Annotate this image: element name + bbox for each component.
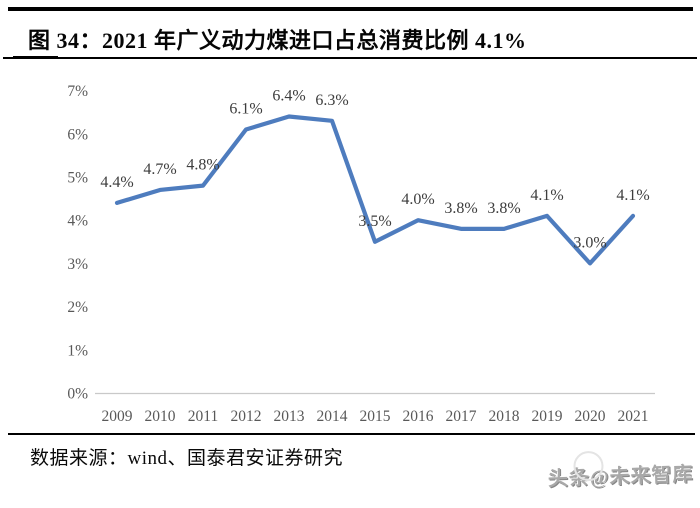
data-label: 4.4%: [100, 174, 133, 191]
x-tick-label: 2017: [446, 408, 477, 425]
x-tick-label: 2014: [317, 408, 348, 425]
x-tick-label: 2012: [231, 408, 262, 425]
x-tick-label: 2013: [274, 408, 305, 425]
x-tick-label: 2010: [145, 408, 176, 425]
x-tick-label: 2018: [489, 408, 520, 425]
y-tick-label: 3%: [67, 256, 88, 273]
x-tick-label: 2011: [188, 408, 218, 425]
data-label: 3.8%: [487, 200, 520, 217]
y-tick-label: 4%: [67, 213, 88, 230]
data-label: 4.7%: [143, 161, 176, 178]
data-label: 3.8%: [444, 200, 477, 217]
y-tick-label: 2%: [67, 299, 88, 316]
x-tick-label: 2015: [360, 408, 391, 425]
watermark: 头条@未来智库: [547, 450, 695, 502]
y-tick-label: 7%: [67, 83, 88, 100]
y-tick-label: 1%: [67, 342, 88, 359]
top-rule: [8, 7, 693, 11]
x-tick-label: 2019: [532, 408, 563, 425]
title-divider: [3, 57, 697, 59]
y-tick-label: 0%: [67, 386, 88, 403]
watermark-text: 头条@未来智库: [547, 463, 695, 491]
footer-divider: [8, 433, 695, 435]
x-tick-label: 2021: [618, 408, 649, 425]
y-tick-label: 5%: [67, 170, 88, 187]
data-label: 6.1%: [229, 100, 262, 117]
data-label: 4.8%: [186, 157, 219, 174]
data-source-text: 数据来源：wind、国泰君安证券研究: [30, 448, 344, 469]
title-divider-accent: [13, 56, 58, 59]
figure-title: 图 34：2021 年广义动力煤进口占总消费比例 4.1%: [28, 28, 527, 53]
data-label: 3.0%: [573, 234, 606, 251]
data-label: 6.4%: [272, 88, 305, 105]
x-tick-label: 2009: [102, 408, 133, 425]
data-label: 3.5%: [358, 213, 391, 230]
data-label: 4.1%: [530, 187, 563, 204]
series-line: [114, 114, 636, 266]
y-tick-label: 6%: [67, 126, 88, 143]
data-label: 4.1%: [616, 187, 649, 204]
data-label: 4.0%: [401, 191, 434, 208]
x-tick-label: 2016: [403, 408, 434, 425]
data-label: 6.3%: [315, 92, 348, 109]
x-tick-label: 2020: [575, 408, 606, 425]
